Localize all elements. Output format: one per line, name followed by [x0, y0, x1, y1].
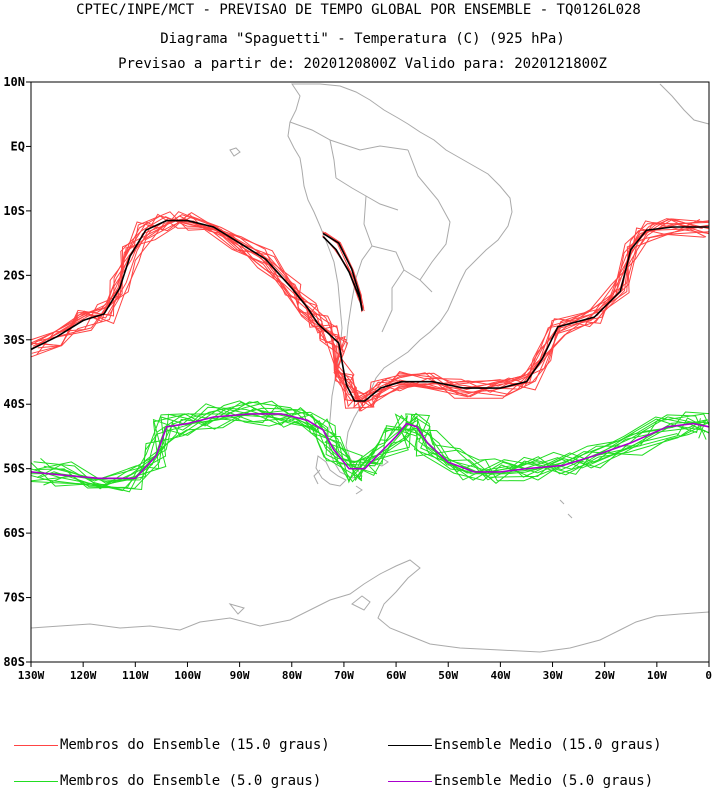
- lat-label: EQ: [11, 139, 25, 153]
- legend-label-mean-5: Ensemble Medio (5.0 graus): [434, 773, 654, 789]
- ensemble-mean-15-andes-line: [322, 232, 363, 311]
- longitude-axis: 130W 120W 110W 100W 90W 80W 70W 60W 50W 40W 30W 20W…: [18, 662, 712, 682]
- legend-swatch-mean-15: [388, 744, 432, 746]
- antarctica-coastline: [31, 499, 709, 653]
- lon-label: 130W: [18, 669, 45, 682]
- legend-label-members-5: Membros do Ensemble (5.0 graus): [60, 773, 322, 789]
- member-15-line: [31, 214, 705, 402]
- legend-members-15: Membros do Ensemble (15.0 graus): [14, 737, 330, 753]
- member-15-line: [31, 216, 708, 404]
- lon-label: 70W: [334, 669, 354, 682]
- title-line-2: Diagrama "Spaguetti" - Temperatura (C) (…: [160, 31, 565, 47]
- plot-frame: [30, 81, 710, 663]
- legend-members-5: Membros do Ensemble (5.0 graus): [14, 773, 321, 789]
- member-5-line: [36, 408, 707, 493]
- title-line-1: CPTEC/INPE/MCT - PREVISAO DE TEMPO GLOBA…: [76, 2, 641, 18]
- lat-label: 50S: [3, 462, 25, 476]
- lon-label: 0: [705, 669, 712, 682]
- ensemble-mean-5-line: [31, 413, 709, 480]
- member-5-line: [31, 407, 707, 491]
- lat-label: 40S: [3, 397, 25, 411]
- member-5-line: [31, 410, 703, 492]
- legend-mean-5: Ensemble Medio (5.0 graus): [388, 773, 653, 789]
- lon-label: 60W: [386, 669, 406, 682]
- lat-label: 10N: [3, 75, 25, 89]
- legend-swatch-members-5: [14, 780, 58, 782]
- tierra-del-fuego: [313, 455, 363, 495]
- lon-label: 120W: [70, 669, 97, 682]
- legend-label-members-15: Membros do Ensemble (15.0 graus): [60, 737, 330, 753]
- lon-label: 80W: [282, 669, 302, 682]
- member-15-line: [31, 218, 709, 408]
- ensemble-members-5: [31, 400, 709, 493]
- legend-mean-15: Ensemble Medio (15.0 graus): [388, 737, 662, 753]
- ensemble-mean-15-line: [31, 219, 709, 402]
- legend-swatch-mean-5: [388, 780, 432, 782]
- legend-swatch-members-15: [14, 744, 58, 746]
- lat-label: 80S: [3, 655, 25, 669]
- title-line-3: Previsao a partir de: 2020120800Z Valido…: [118, 56, 607, 72]
- lat-label: 10S: [3, 204, 25, 218]
- country-borders: [289, 121, 451, 349]
- legend-label-mean-15: Ensemble Medio (15.0 graus): [434, 737, 662, 753]
- lon-label: 110W: [122, 669, 149, 682]
- plot-area: [31, 82, 709, 662]
- member-5-line: [31, 401, 709, 481]
- africa-coastline: [659, 83, 709, 125]
- lon-label: 20W: [595, 669, 615, 682]
- lon-label: 100W: [174, 669, 201, 682]
- member-5-line: [36, 400, 709, 489]
- member-5-line: [33, 400, 709, 490]
- lat-label: 70S: [3, 591, 25, 605]
- lon-label: 10W: [647, 669, 667, 682]
- member-5-line: [31, 400, 709, 487]
- member-15-line: [36, 213, 709, 401]
- lon-label: 90W: [230, 669, 250, 682]
- latitude-axis: 10N EQ 10S 20S 30S 40S 50S 60S 70S 80S: [3, 75, 31, 669]
- lat-label: 20S: [3, 268, 25, 282]
- lon-label: 50W: [438, 669, 458, 682]
- lat-label: 30S: [3, 333, 25, 347]
- lon-label: 30W: [543, 669, 563, 682]
- lon-label: 40W: [490, 669, 510, 682]
- member-5-line: [31, 413, 706, 486]
- galapagos: [229, 147, 241, 157]
- lat-label: 60S: [3, 526, 25, 540]
